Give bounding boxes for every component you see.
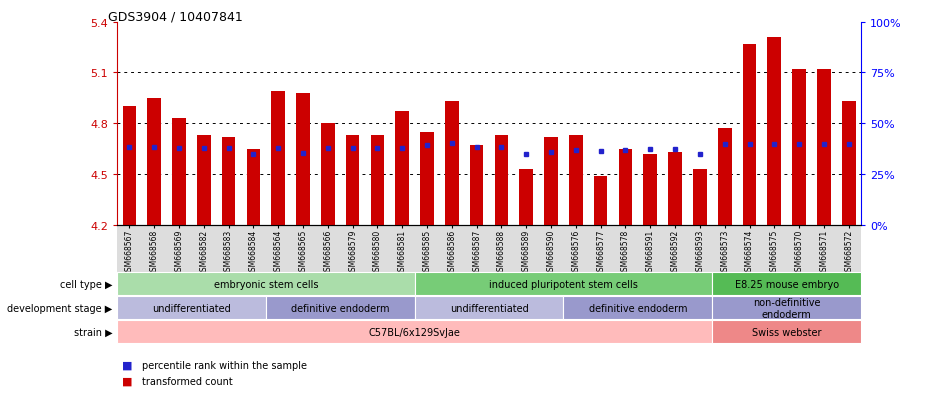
Bar [296, 93, 310, 225]
Text: GDS3904 / 10407841: GDS3904 / 10407841 [108, 10, 242, 23]
Text: transformed count: transformed count [142, 376, 233, 386]
Bar [172, 119, 186, 225]
Bar [817, 70, 831, 225]
Text: ■: ■ [122, 360, 132, 370]
Text: embryonic stem cells: embryonic stem cells [213, 279, 318, 289]
Bar [197, 136, 211, 225]
Text: percentile rank within the sample: percentile rank within the sample [142, 360, 307, 370]
Text: cell type ▶: cell type ▶ [60, 279, 112, 289]
Bar [768, 38, 782, 225]
Text: undifferentiated: undifferentiated [449, 303, 529, 313]
Text: development stage ▶: development stage ▶ [7, 303, 112, 313]
Bar [742, 45, 756, 225]
Bar [246, 149, 260, 225]
Text: definitive endoderm: definitive endoderm [589, 303, 687, 313]
Text: strain ▶: strain ▶ [74, 327, 112, 337]
Text: induced pluripotent stem cells: induced pluripotent stem cells [489, 279, 638, 289]
Bar [569, 136, 583, 225]
Bar [593, 176, 607, 225]
Bar [470, 146, 484, 225]
Text: ■: ■ [122, 376, 132, 386]
Text: definitive endoderm: definitive endoderm [291, 303, 389, 313]
Bar [841, 102, 856, 225]
Bar [395, 112, 409, 225]
Bar [445, 102, 459, 225]
Bar [494, 136, 508, 225]
Bar [420, 132, 434, 225]
Bar [222, 138, 236, 225]
Text: C57BL/6x129SvJae: C57BL/6x129SvJae [369, 327, 461, 337]
Bar [519, 169, 534, 225]
Bar [271, 92, 285, 225]
Bar [345, 136, 359, 225]
Text: non-definitive
endoderm: non-definitive endoderm [753, 297, 821, 319]
Text: E8.25 mouse embryo: E8.25 mouse embryo [735, 279, 839, 289]
Text: Swiss webster: Swiss webster [752, 327, 822, 337]
Bar [668, 152, 682, 225]
Bar [693, 169, 707, 225]
Bar [147, 99, 161, 225]
Bar [371, 136, 385, 225]
Bar [544, 138, 558, 225]
Bar [643, 154, 657, 225]
Bar [123, 107, 137, 225]
Text: undifferentiated: undifferentiated [152, 303, 231, 313]
Bar [792, 70, 806, 225]
Bar [619, 149, 633, 225]
Bar [321, 124, 335, 225]
Bar [718, 129, 732, 225]
